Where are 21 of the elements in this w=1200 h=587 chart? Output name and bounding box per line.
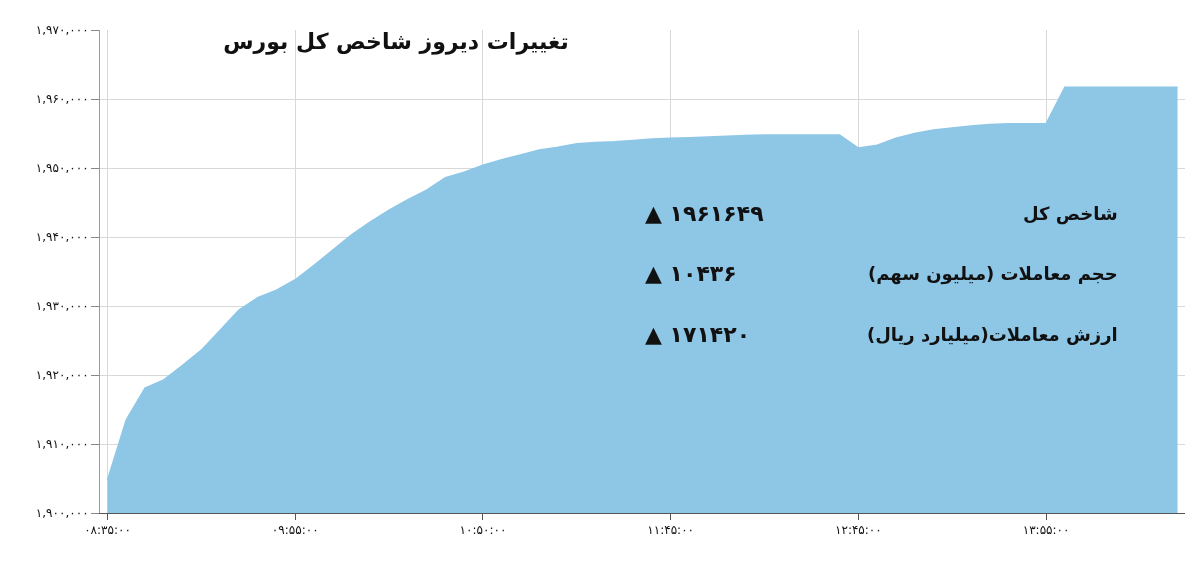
x-tick-label: ۰۹:۵۵:۰۰ (271, 523, 319, 538)
x-tick-label: ۰۸:۳۵:۰۰ (84, 523, 131, 538)
x-tick-label: ۱۲:۴۵:۰۰ (834, 523, 882, 538)
y-tick-label: ۱,۹۵۰,۰۰۰ (35, 161, 89, 176)
y-tick-label: ۱,۹۷۰,۰۰۰ (35, 23, 89, 38)
y-tick-label: ۱,۹۳۰,۰۰۰ (35, 299, 89, 314)
y-tick-label: ۱,۹۰۰,۰۰۰ (35, 506, 89, 521)
x-tick-label: ۱۰:۵۰:۰۰ (459, 523, 507, 538)
chart-title: تغییرات دیروز شاخص کل بورس (223, 28, 569, 55)
y-tick-label: ۱,۹۲۰,۰۰۰ (35, 368, 89, 383)
x-tick-label: ۱۳:۵۵:۰۰ (1022, 523, 1070, 538)
annotation: ارزش معاملات(میلیارد ریال) (867, 324, 1118, 345)
y-tick-label: ۱,۹۱۰,۰۰۰ (35, 437, 89, 452)
y-tick-label: ۱,۹۶۰,۰۰۰ (35, 92, 89, 107)
annotation: شاخص کل (1023, 203, 1118, 225)
annotation: ▲ ۱۰۴۳۶ (645, 261, 737, 286)
annotation: ▲ ۱۹۶۱۶۴۹ (645, 201, 764, 226)
annotation: حجم معاملات (میلیون سهم) (868, 263, 1118, 285)
x-tick-label: ۱۱:۴۵:۰۰ (647, 523, 695, 538)
annotation: ▲ ۱۷۱۴۲۰ (645, 322, 751, 347)
y-tick-label: ۱,۹۴۰,۰۰۰ (35, 230, 89, 245)
